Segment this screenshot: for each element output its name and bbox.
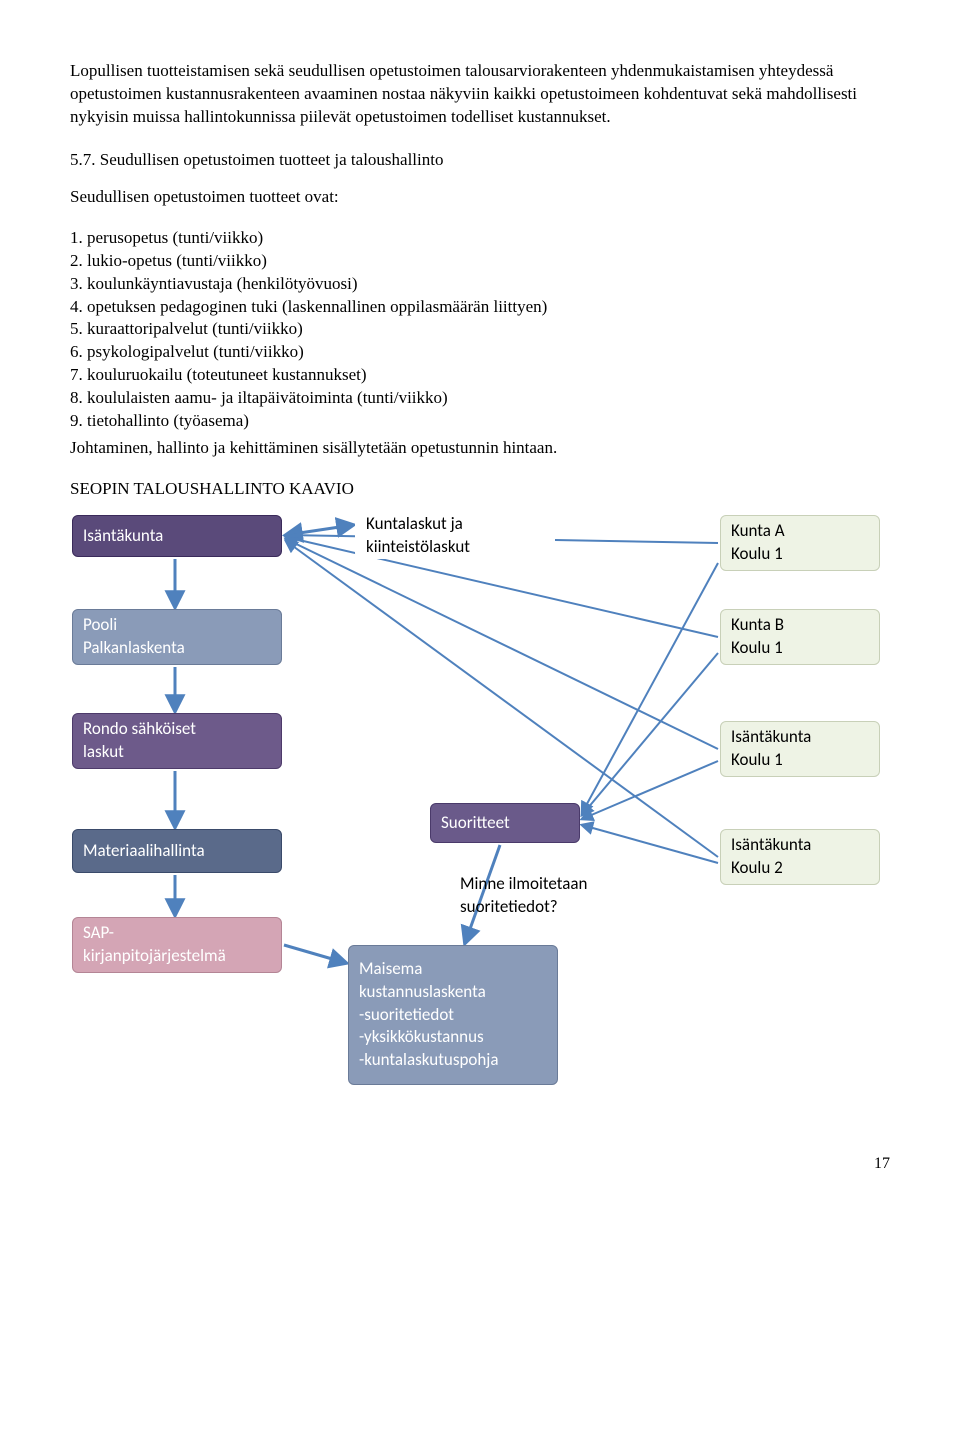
list-item: 6. psykologipalvelut (tunti/viikko) [70,341,890,364]
intro-paragraph: Lopullisen tuotteistamisen sekä seudulli… [70,60,890,129]
list-item: 1. perusopetus (tunti/viikko) [70,227,890,250]
list-item: 7. kouluruokailu (toteutuneet kustannuks… [70,364,890,387]
diagram-box-pooli: PooliPalkanlaskenta [72,609,282,665]
diagram-box-kuntaA: Kunta AKoulu 1 [720,515,880,571]
list-item: 5. kuraattoripalvelut (tunti/viikko) [70,318,890,341]
section-number: 5.7. [70,150,96,169]
diagram-box-rondo: Rondo sähköisetlaskut [72,713,282,769]
list-item: 4. opetuksen pedagoginen tuki (laskennal… [70,296,890,319]
diagram-caption: SEOPIN TALOUSHALLINTO KAAVIO [70,478,890,501]
list-item: 9. tietohallinto (työasema) [70,410,890,433]
diagram-box-top_note: Kuntalaskut jakiinteistölaskut [355,513,555,559]
page-number: 17 [70,1153,890,1175]
list-intro: Seudullisen opetustoimen tuotteet ovat: [70,186,890,209]
list-item: 2. lukio-opetus (tunti/viikko) [70,250,890,273]
diagram-box-maisema: Maisemakustannuslaskenta-suoritetiedot-y… [348,945,558,1085]
section-heading: 5.7. Seudullisen opetustoimen tuotteet j… [70,149,890,172]
diagram-box-sap: SAP-kirjanpitojärjestelmä [72,917,282,973]
list-item: 8. koululaisten aamu- ja iltapäivätoimin… [70,387,890,410]
diagram-box-isanta1: IsäntäkuntaKoulu 1 [720,721,880,777]
flowchart-diagram: Kuntalaskut jakiinteistölaskut Isäntäkunt… [70,513,890,1123]
diagram-note: Minne ilmoitetaansuoritetiedot? [460,873,587,919]
diagram-box-materiaali: Materiaalihallinta [72,829,282,873]
diagram-box-isantakunta: Isäntäkunta [72,515,282,557]
diagram-box-kuntaB: Kunta BKoulu 1 [720,609,880,665]
diagram-box-isanta2: IsäntäkuntaKoulu 2 [720,829,880,885]
diagram-box-suoritteet: Suoritteet [430,803,580,843]
section-title: Seudullisen opetustoimen tuotteet ja tal… [100,150,444,169]
numbered-list: 1. perusopetus (tunti/viikko) 2. lukio-o… [70,227,890,433]
list-item: 3. koulunkäyntiavustaja (henkilötyövuosi… [70,273,890,296]
closing-line: Johtaminen, hallinto ja kehittäminen sis… [70,437,890,460]
